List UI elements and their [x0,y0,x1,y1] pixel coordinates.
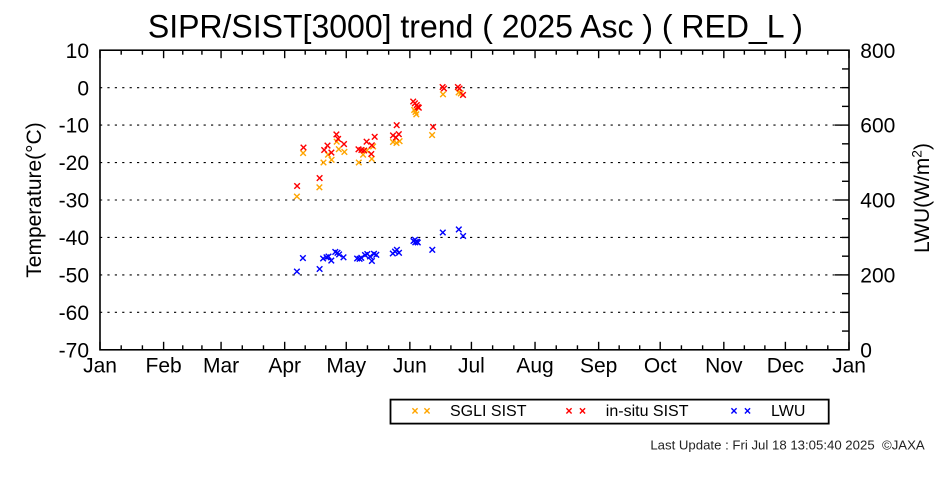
svg-text:Jan: Jan [83,355,117,378]
svg-text:-50: -50 [59,265,89,288]
svg-text:Feb: Feb [146,355,182,378]
svg-text:Aug: Aug [516,355,553,378]
svg-text:Jun: Jun [393,355,427,378]
svg-text:LWU(W/m2): LWU(W/m2) [909,143,934,253]
svg-text:May: May [326,355,366,378]
svg-text:800: 800 [860,40,895,63]
svg-text:Jan: Jan [832,355,866,378]
svg-text:Dec: Dec [767,355,804,378]
svg-text:200: 200 [860,265,895,288]
svg-text:SIPR/SIST[3000] trend ( 2025 A: SIPR/SIST[3000] trend ( 2025 Asc ) ( RED… [148,9,803,45]
svg-text:LWU: LWU [771,403,805,420]
svg-text:Nov: Nov [705,355,743,378]
svg-text:Apr: Apr [268,355,301,378]
svg-text:Sep: Sep [580,355,617,378]
svg-text:-30: -30 [59,190,89,213]
svg-text:10: 10 [66,40,89,63]
svg-text:Mar: Mar [203,355,239,378]
svg-text:600: 600 [860,115,895,138]
svg-text:-40: -40 [59,227,89,250]
svg-text:-10: -10 [59,115,89,138]
svg-text:-70: -70 [59,339,89,362]
svg-text:Oct: Oct [644,355,677,378]
svg-text:Jul: Jul [458,355,485,378]
svg-text:Temperature(°C): Temperature(°C) [23,122,46,277]
svg-text:-20: -20 [59,152,89,175]
svg-text:-60: -60 [59,302,89,325]
svg-text:Last Update : Fri Jul 18 13:05: Last Update : Fri Jul 18 13:05:40 2025 ©… [650,437,925,452]
svg-text:in-situ SIST: in-situ SIST [606,403,689,420]
svg-text:400: 400 [860,190,895,213]
svg-text:0: 0 [77,77,89,100]
svg-text:0: 0 [860,339,872,362]
svg-text:SGLI SIST: SGLI SIST [450,403,527,420]
